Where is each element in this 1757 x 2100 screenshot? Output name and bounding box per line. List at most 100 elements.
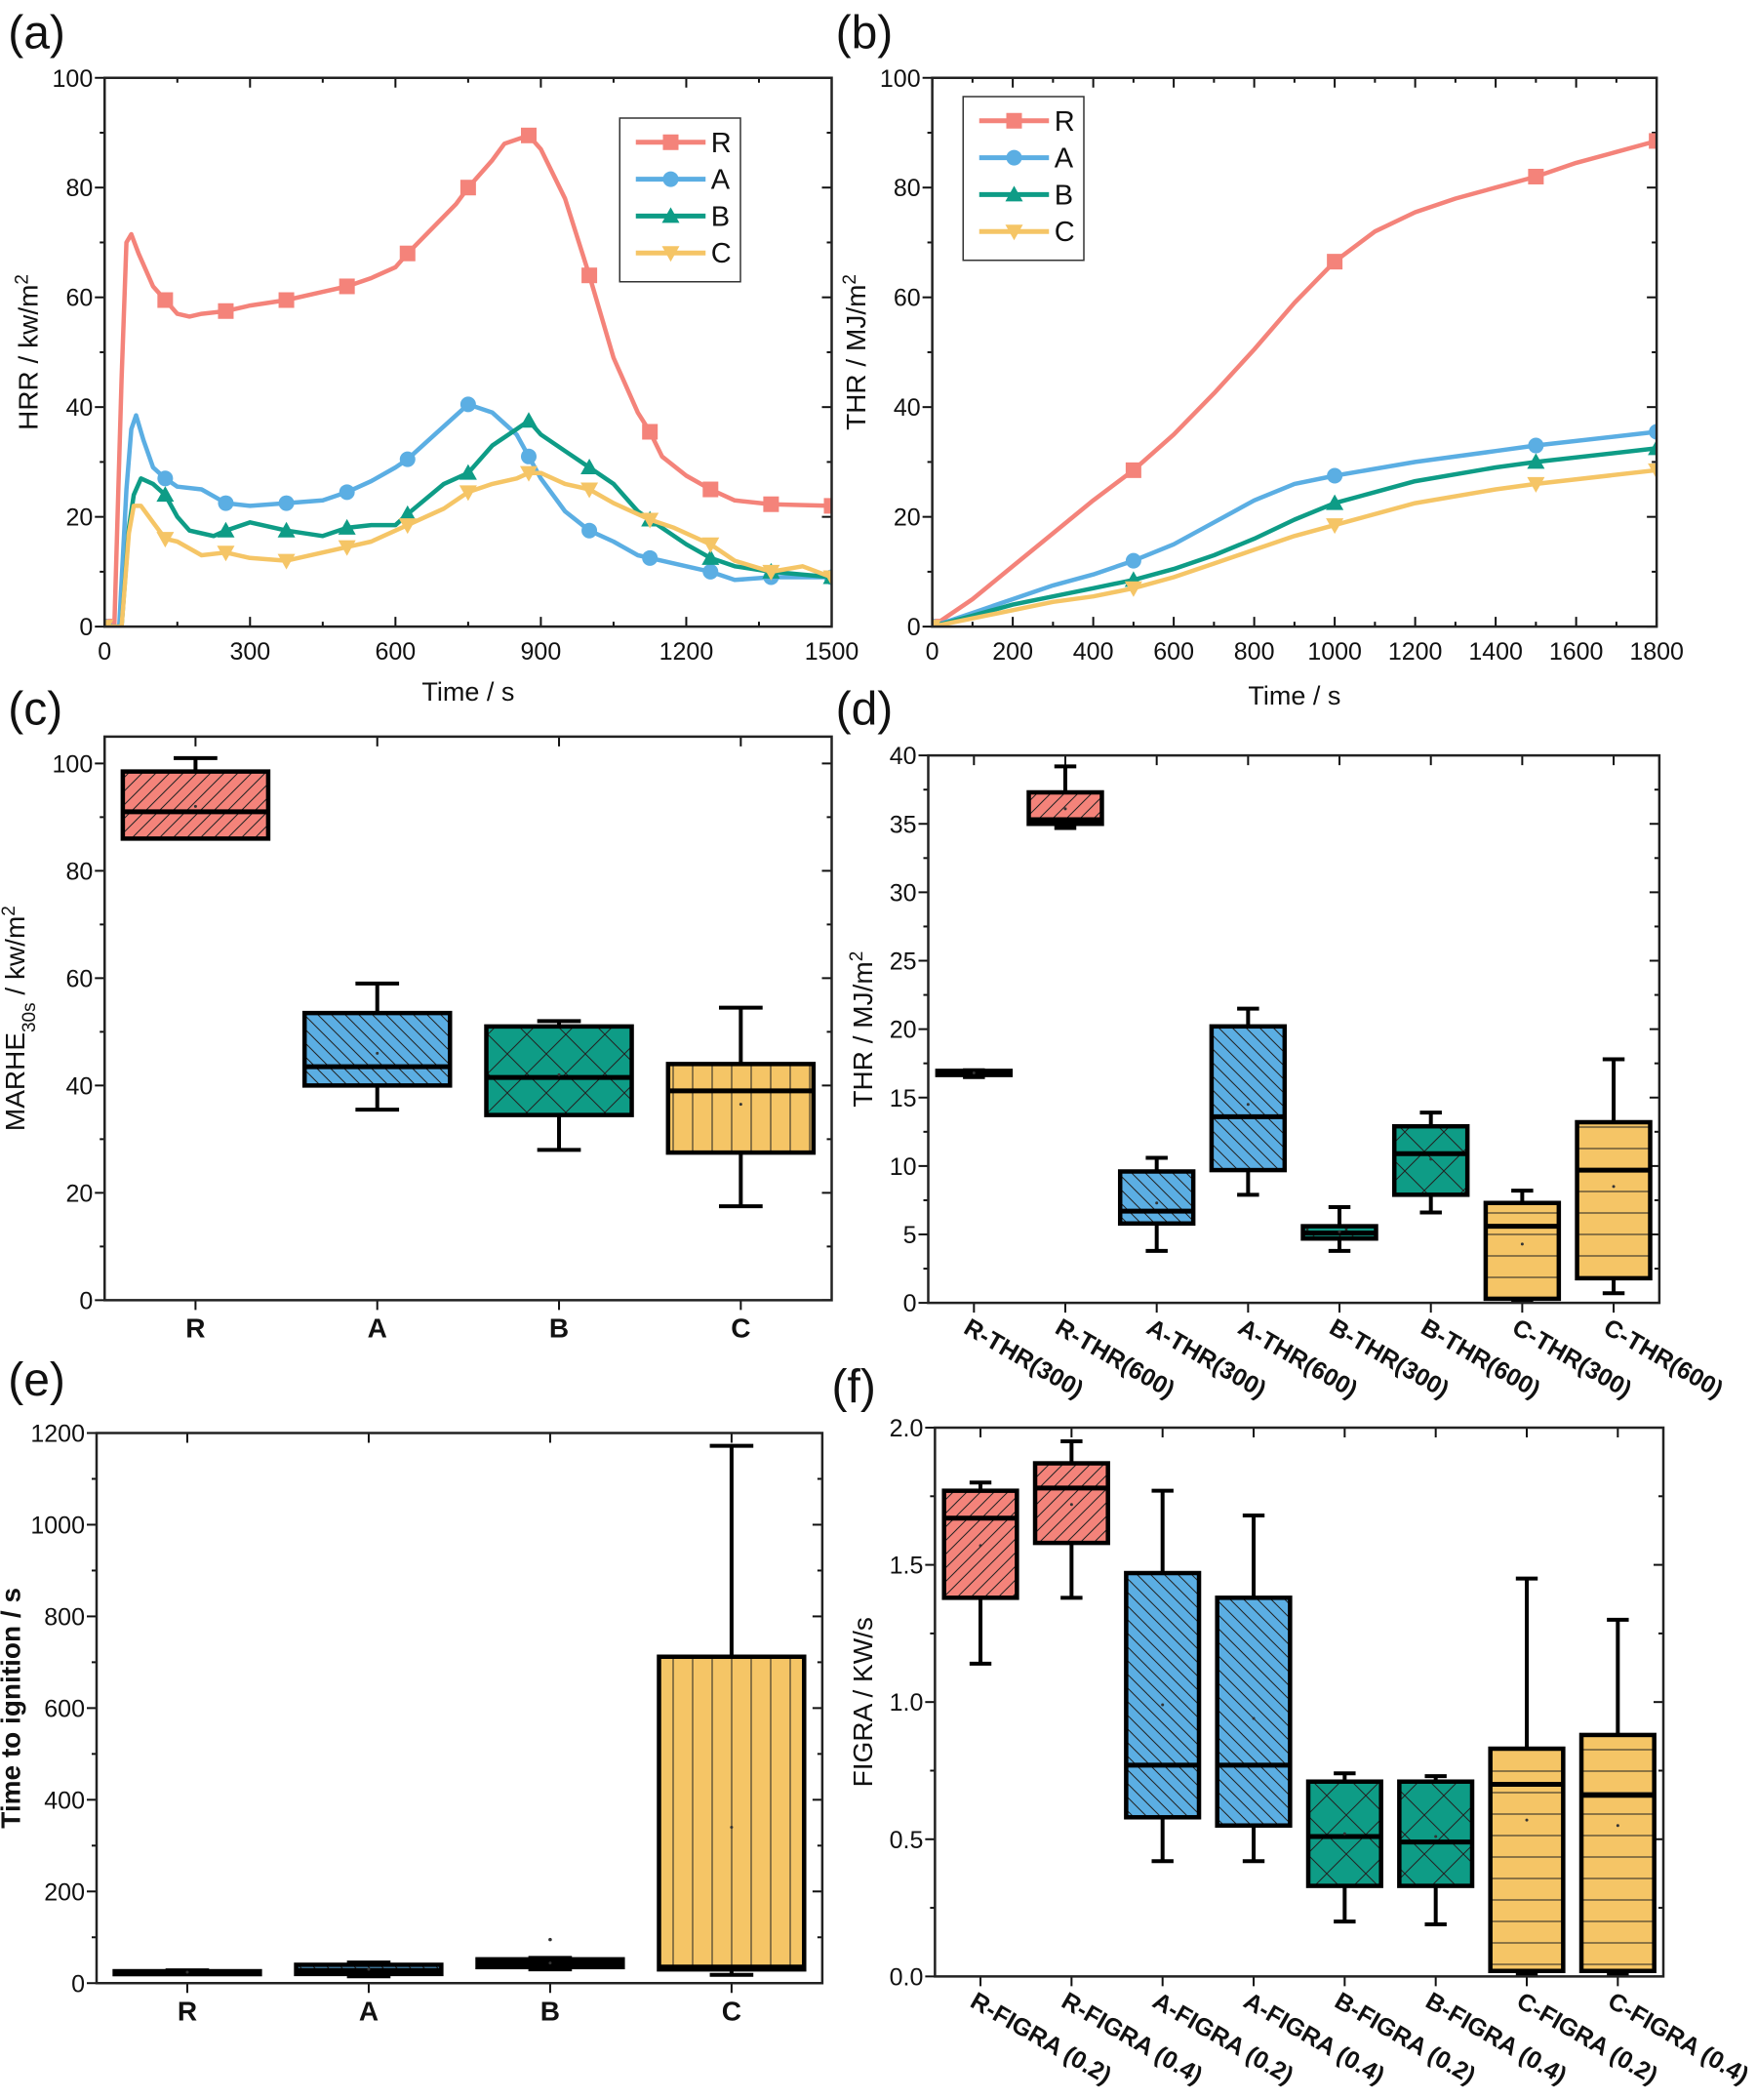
- data-point-B: [1326, 494, 1344, 510]
- data-point-R: [581, 267, 598, 284]
- x-tick-label: 1800: [1629, 638, 1684, 666]
- data-point-C: [398, 518, 417, 535]
- data-point-A: [581, 522, 598, 539]
- mean-point: [1252, 1716, 1256, 1720]
- y-tick-label: 20: [65, 1180, 93, 1207]
- mean-point: [1525, 1818, 1529, 1822]
- x-tick-label: 1600: [1549, 638, 1604, 666]
- legend-item-A: A: [635, 165, 731, 196]
- mean-point: [1616, 1824, 1619, 1828]
- data-point-R: [1528, 168, 1544, 184]
- legend-item-C: C: [978, 217, 1075, 248]
- data-point-A: [278, 495, 295, 511]
- legend-marker: [661, 246, 680, 262]
- box-iqr: [484, 1024, 634, 1117]
- mean-point: [1342, 1832, 1346, 1836]
- box-B-FIGRA (0.4): [1397, 1774, 1475, 1926]
- data-point-B: [1648, 439, 1657, 456]
- data-point-C: [217, 545, 235, 562]
- data-point-A: [1649, 424, 1657, 440]
- data-point-R: [1125, 462, 1141, 478]
- data-point-A: [702, 563, 719, 580]
- data-point-R: [399, 245, 416, 262]
- data-point-A: [520, 448, 537, 464]
- box-A: [301, 981, 453, 1112]
- series-line-B: [104, 418, 832, 627]
- panel-label: (c): [8, 684, 62, 736]
- data-point-A: [399, 451, 416, 467]
- series-line-C: [932, 467, 1657, 627]
- y-tick-label: 60: [65, 965, 93, 992]
- data-point-C: [519, 465, 538, 482]
- x-tick-label: 1200: [1388, 638, 1443, 666]
- panel-label: (a): [8, 8, 65, 60]
- series-layer: [104, 127, 832, 627]
- y-tick-label: 0.5: [890, 1827, 924, 1854]
- data-point-A: [218, 495, 234, 511]
- y-axis-label: THR / MJ/m2: [839, 274, 871, 430]
- y-tick-label: 0: [79, 614, 93, 641]
- legend-marker: [1006, 149, 1022, 166]
- legend-marker: [661, 207, 680, 223]
- box-R-FIGRA (0.4): [1032, 1439, 1110, 1600]
- series-line-A: [932, 429, 1657, 627]
- data-point-R: [339, 278, 355, 295]
- data-point-C: [277, 553, 296, 570]
- data-point-R: [1649, 133, 1657, 149]
- box-iqr: [301, 1010, 453, 1088]
- data-point-R: [157, 292, 174, 308]
- box-A-FIGRA (0.4): [1215, 1513, 1293, 1864]
- data-point-C: [459, 485, 477, 502]
- mean-point: [185, 1970, 189, 1974]
- mean-point: [376, 1051, 379, 1055]
- mean-point: [978, 1544, 982, 1548]
- box-iqr: [665, 1062, 817, 1155]
- mean-point: [1434, 1835, 1438, 1838]
- mean-point: [1155, 1201, 1159, 1205]
- mean-point: [193, 804, 197, 808]
- data-point-R: [278, 292, 295, 308]
- mean-point: [548, 1961, 552, 1965]
- panel-label: (d): [836, 684, 894, 736]
- y-tick-label: 20: [894, 505, 921, 532]
- x-tick-label: 1200: [659, 638, 714, 666]
- plot-frame: [931, 76, 1658, 628]
- box-R: [120, 755, 271, 841]
- box-iqr: [1209, 1024, 1288, 1173]
- data-point-C: [641, 512, 659, 529]
- y-axis-label-part: THR / MJ/m: [848, 961, 878, 1107]
- y-tick-label: 40: [894, 394, 921, 422]
- mean-point: [557, 1072, 561, 1076]
- data-point-B: [277, 521, 296, 538]
- box-R: [112, 1968, 262, 1977]
- y-tick-label: 800: [44, 1603, 85, 1631]
- data-point-R: [459, 180, 476, 196]
- legend-item-R: R: [635, 128, 732, 159]
- y-tick-label: 0.0: [890, 1963, 924, 1991]
- box-iqr: [1483, 1200, 1562, 1302]
- y-axis-label: MARHE30s / kw/m2: [0, 906, 39, 1131]
- y-tick-label: 10: [890, 1153, 917, 1181]
- plot-frame: [927, 753, 1661, 1305]
- data-point-R: [520, 127, 537, 143]
- box-C-THR(600): [1575, 1057, 1653, 1296]
- y-tick-label: 1000: [30, 1512, 85, 1539]
- box-iqr: [1215, 1595, 1293, 1828]
- x-category-label: R: [178, 1996, 197, 2026]
- box-R-THR(600): [1026, 764, 1104, 830]
- data-point-C: [701, 537, 720, 553]
- legend-item-B: B: [978, 180, 1073, 211]
- y-tick-label: 80: [65, 858, 93, 885]
- data-point-B: [519, 412, 538, 428]
- y-tick-label: 1200: [30, 1421, 85, 1448]
- data-point-B: [1527, 453, 1545, 469]
- mean-point: [972, 1071, 976, 1075]
- y-tick-label: 0: [903, 1290, 917, 1317]
- panel-b-thr-chart: (b) 0 200 400 600 800 1000 1200 1400 1600 1800 0 20 4…: [836, 8, 1684, 710]
- box-B: [475, 1937, 625, 1972]
- data-point-A: [1327, 467, 1343, 484]
- data-point-C: [822, 570, 832, 586]
- box-C: [665, 1005, 817, 1209]
